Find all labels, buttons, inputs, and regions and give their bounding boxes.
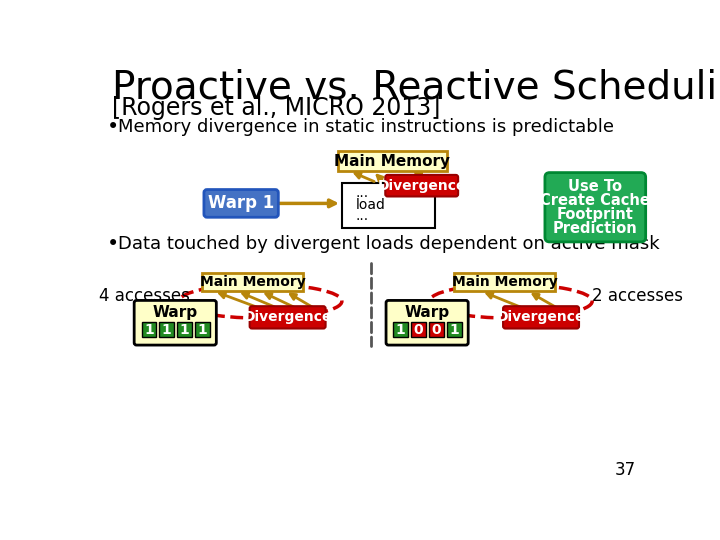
Text: 1: 1	[197, 323, 207, 336]
Bar	[195, 322, 210, 337]
Text: 2 accesses: 2 accesses	[593, 287, 683, 305]
Text: 0: 0	[414, 323, 423, 336]
Text: 1: 1	[449, 323, 459, 336]
Text: Divergence: Divergence	[377, 179, 466, 193]
FancyBboxPatch shape	[250, 306, 325, 328]
Bar	[454, 273, 555, 291]
Bar	[338, 151, 446, 171]
Text: Divergence: Divergence	[243, 310, 332, 325]
Text: 1: 1	[162, 323, 171, 336]
Text: Main Memory: Main Memory	[200, 275, 305, 289]
Bar	[177, 322, 192, 337]
Text: ...: ...	[356, 186, 369, 200]
Text: 1: 1	[144, 323, 154, 336]
FancyBboxPatch shape	[386, 300, 468, 345]
Text: 0: 0	[431, 323, 441, 336]
Text: Divergence: Divergence	[497, 310, 585, 325]
Bar	[142, 322, 156, 337]
Text: ...: ...	[356, 210, 369, 224]
FancyBboxPatch shape	[503, 306, 579, 328]
Text: Use To: Use To	[568, 179, 622, 194]
Text: Data touched by divergent loads dependent on active mask: Data touched by divergent loads dependen…	[118, 235, 660, 253]
FancyBboxPatch shape	[204, 190, 279, 217]
Text: 1: 1	[180, 323, 189, 336]
Text: 1: 1	[396, 323, 405, 336]
Text: Warp: Warp	[153, 305, 198, 320]
Text: Memory divergence in static instructions is predictable: Memory divergence in static instructions…	[118, 118, 614, 136]
FancyBboxPatch shape	[385, 175, 458, 197]
Text: load: load	[356, 198, 386, 212]
Bar	[202, 273, 303, 291]
Text: Warp 1: Warp 1	[208, 194, 274, 212]
Bar	[393, 322, 408, 337]
Bar	[342, 184, 435, 228]
Text: Proactive vs. Reactive Scheduling: Proactive vs. Reactive Scheduling	[112, 69, 720, 107]
Text: Warp: Warp	[405, 305, 450, 320]
Text: Main Memory: Main Memory	[451, 275, 557, 289]
Text: Footprint: Footprint	[557, 207, 634, 222]
Text: Prediction: Prediction	[553, 220, 638, 235]
Text: Create Cache: Create Cache	[541, 193, 650, 208]
Text: 37: 37	[614, 461, 636, 479]
Text: [Rogers et al., MICRO 2013]: [Rogers et al., MICRO 2013]	[112, 96, 440, 120]
FancyBboxPatch shape	[134, 300, 216, 345]
Bar	[411, 322, 426, 337]
Text: Main Memory: Main Memory	[334, 153, 450, 168]
Bar	[447, 322, 462, 337]
Text: •: •	[107, 117, 120, 137]
Text: 4 accesses: 4 accesses	[99, 287, 190, 305]
FancyBboxPatch shape	[545, 173, 646, 242]
Bar	[429, 322, 444, 337]
Bar	[159, 322, 174, 337]
Text: •: •	[107, 234, 120, 254]
